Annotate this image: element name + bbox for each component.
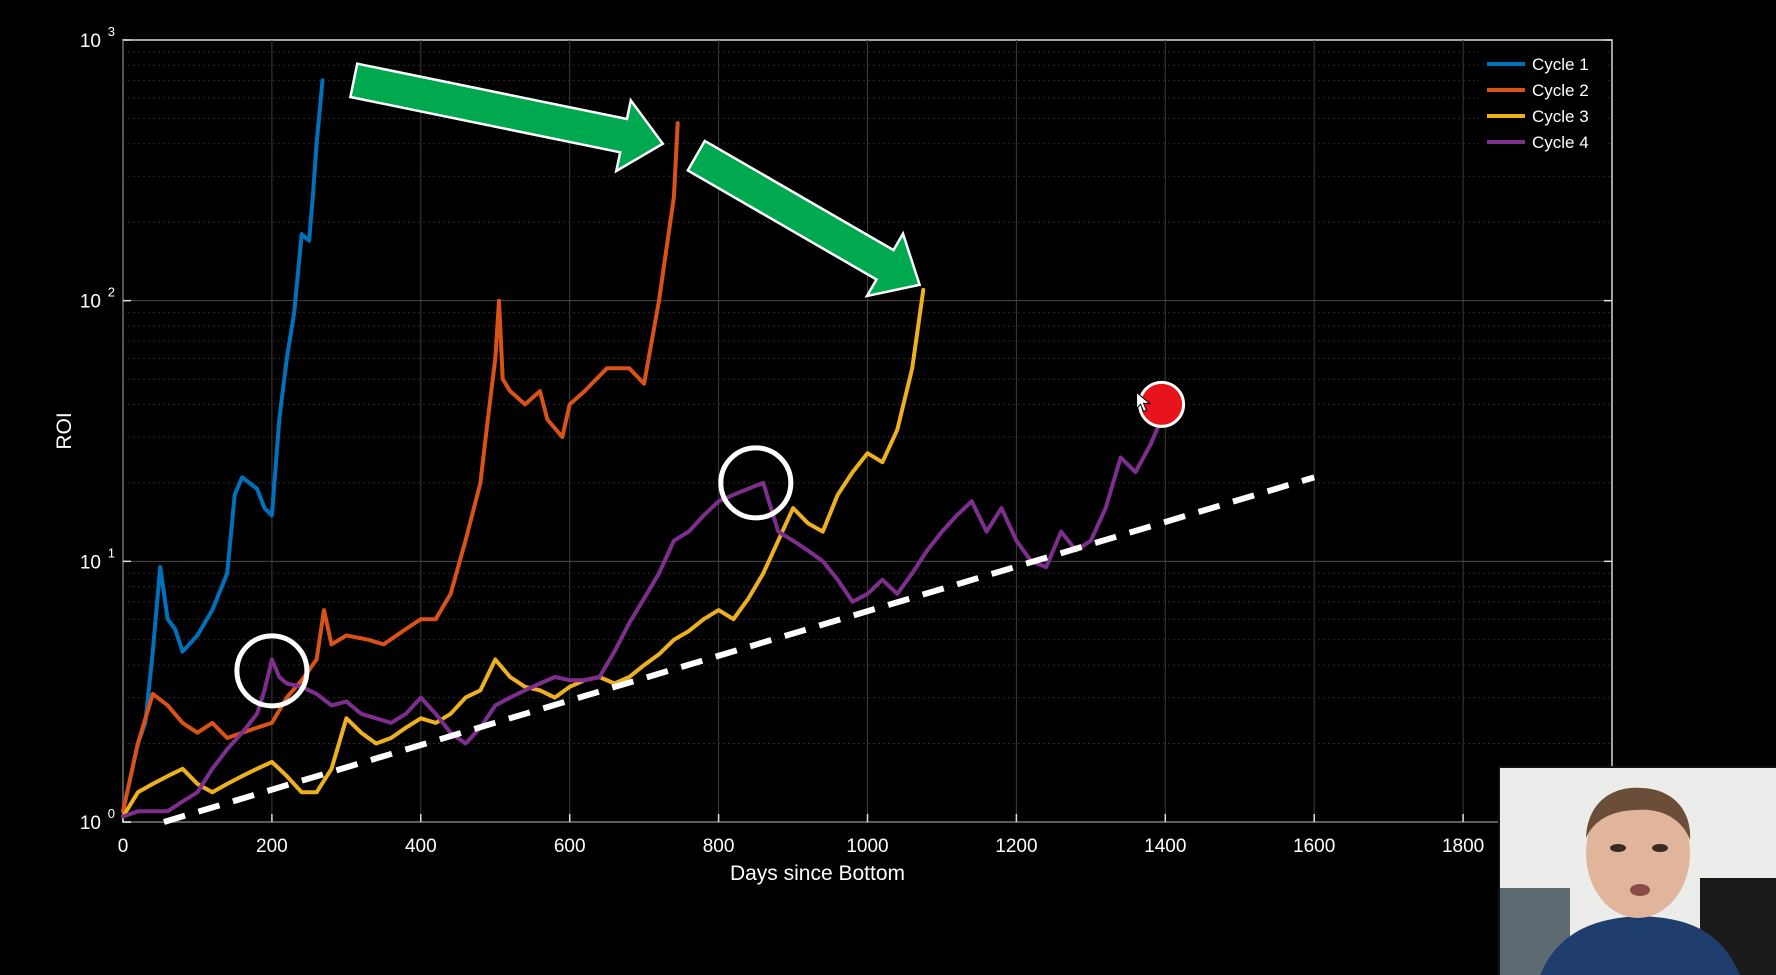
x-axis-ticks: 0 200 400 600 800 1000 1200 1400 1600 1800	[118, 814, 1484, 857]
y-tick-label: 10	[80, 292, 101, 313]
green-arrow	[348, 62, 665, 174]
y-axis-label: ROI	[53, 412, 76, 449]
y-tick-exponent: 2	[108, 285, 115, 300]
series-line-cycle-3	[121, 287, 926, 819]
series-line-cycle-1	[121, 78, 325, 814]
x-tick-label: 1000	[846, 836, 888, 857]
green-arrow	[686, 139, 922, 298]
x-tick-label: 1400	[1144, 836, 1186, 857]
x-tick-label: 800	[703, 836, 735, 857]
y-tick-label: 10	[80, 31, 101, 52]
y-tick-label: 10	[80, 813, 101, 834]
x-tick-label: 1200	[995, 836, 1037, 857]
annotations	[163, 62, 1316, 825]
y-axis-ticks: 10 0 10 1 10 2 10 3	[80, 24, 1612, 834]
presenter-image	[1500, 768, 1776, 975]
legend: Cycle 1 Cycle 2 Cycle 3 Cycle 4	[1479, 46, 1607, 158]
webcam-overlay	[1498, 766, 1776, 975]
x-tick-label: 600	[554, 836, 586, 857]
x-tick-label: 400	[405, 836, 437, 857]
x-tick-label: 200	[256, 836, 288, 857]
y-tick-exponent: 1	[108, 545, 115, 560]
x-tick-label: 1600	[1293, 836, 1335, 857]
legend-label-cycle-3: Cycle 3	[1532, 107, 1589, 126]
series-line-cycle-4	[121, 408, 1168, 819]
current-point-marker	[1138, 380, 1186, 428]
legend-label-cycle-4: Cycle 4	[1532, 133, 1589, 152]
highlight-circle	[234, 633, 310, 709]
x-axis-label: Days since Bottom	[730, 862, 905, 885]
legend-label-cycle-2: Cycle 2	[1532, 81, 1589, 100]
x-tick-label: 1800	[1442, 836, 1484, 857]
trend-line	[163, 474, 1316, 825]
legend-label-cycle-1: Cycle 1	[1532, 55, 1589, 74]
x-tick-label: 0	[118, 836, 129, 857]
y-tick-label: 10	[80, 552, 101, 573]
series-line-cycle-2	[121, 121, 680, 814]
y-tick-exponent: 0	[108, 806, 115, 821]
cursor-icon	[1136, 391, 1151, 413]
grid	[122, 40, 1612, 823]
series-lines	[121, 78, 1168, 819]
highlight-circle	[718, 445, 794, 521]
y-tick-exponent: 3	[108, 24, 115, 39]
